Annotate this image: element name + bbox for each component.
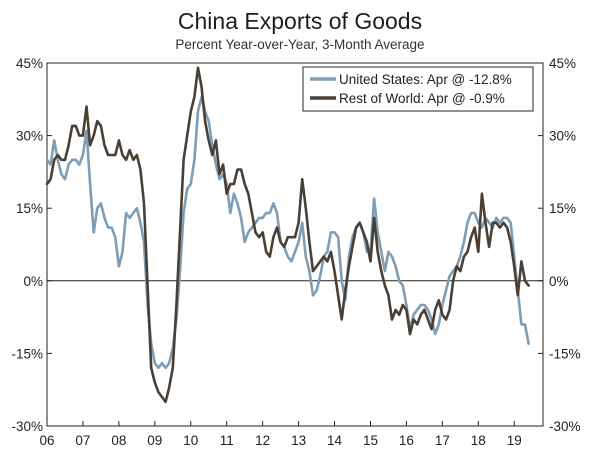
x-tick-label: 12 [255, 433, 270, 448]
x-tick-label: 14 [327, 433, 343, 448]
y-tick-label-left: 30% [16, 129, 43, 144]
x-tick-label: 15 [363, 433, 378, 448]
plot-frame [46, 62, 544, 427]
chart-title: China Exports of Goods [177, 8, 423, 34]
chart-subtitle: Percent Year-over-Year, 3-Month Average [175, 37, 425, 52]
x-tick-label: 11 [220, 433, 234, 448]
y-tick-label-right: -15% [549, 346, 581, 361]
y-tick-label-right: 30% [549, 129, 576, 144]
x-tick-label: 08 [111, 433, 126, 448]
y-tick-label-left: 15% [16, 201, 43, 216]
x-tick-label: 13 [291, 433, 306, 448]
y-tick-label-right: 45% [549, 56, 576, 71]
x-tick-label: 10 [183, 433, 198, 448]
y-tick-label-left: 45% [16, 56, 43, 71]
x-tick-label: 19 [507, 433, 522, 448]
y-tick-label-right: -30% [549, 419, 581, 434]
legend-label-united-states: United States: Apr @ -12.8% [339, 72, 512, 87]
series-line-rest-of-world [45, 66, 530, 404]
x-tick-label: 16 [399, 433, 414, 448]
x-tick-label: 18 [471, 433, 486, 448]
y-tick-label-left: 0% [23, 274, 43, 289]
x-tick-label: 06 [39, 433, 54, 448]
y-tick-label-left: -30% [11, 419, 43, 434]
legend: United States: Apr @ -12.8% Rest of Worl… [302, 66, 534, 112]
series-layer [45, 66, 530, 404]
legend-box [302, 66, 534, 112]
x-tick-label: 17 [435, 433, 450, 448]
legend-label-rest-of-world: Rest of World: Apr @ -0.9% [339, 91, 505, 106]
axes-layer: 45% 45%30% 30%15% 15%0% 0%-15% -15%-30% -30%06… [11, 56, 580, 448]
series-line-united-states [45, 95, 530, 370]
x-tick-label: 07 [75, 433, 90, 448]
y-tick-label-left: -15% [11, 346, 43, 361]
y-tick-label-right: 0% [549, 274, 569, 289]
y-tick-label-right: 15% [549, 201, 576, 216]
x-tick-label: 09 [147, 433, 162, 448]
